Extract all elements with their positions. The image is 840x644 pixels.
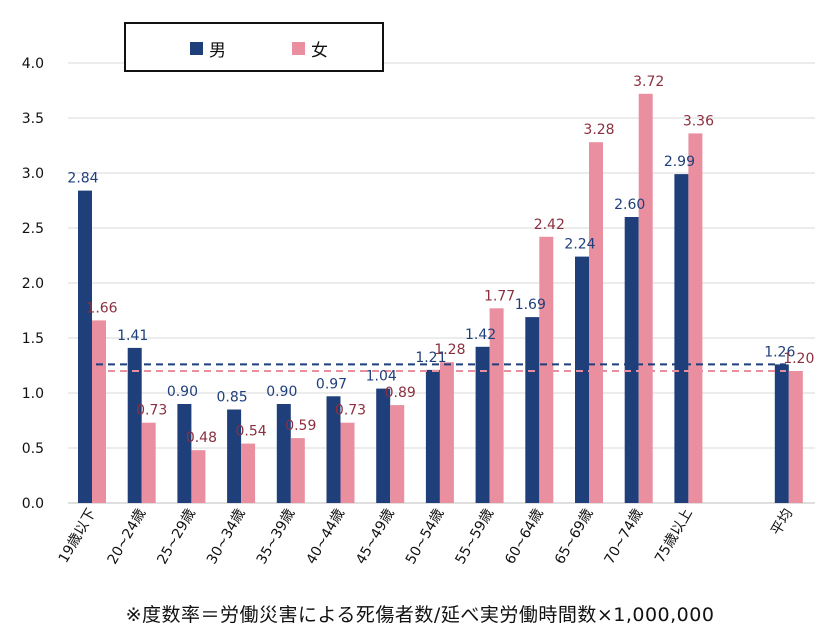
bar-male — [575, 256, 589, 503]
data-label-female: 0.73 — [136, 403, 167, 419]
bar-male — [127, 347, 142, 503]
bar-male — [78, 190, 92, 503]
x-tick-label: 25~29歳 — [154, 506, 199, 567]
data-label-female: 0.89 — [385, 385, 416, 401]
bar-male — [774, 364, 789, 503]
y-tick-label: 2.5 — [22, 221, 44, 237]
bar-male — [326, 396, 341, 503]
data-label-male: 0.90 — [167, 384, 198, 400]
data-label-female: 3.72 — [633, 74, 664, 90]
y-tick-label: 3.0 — [22, 166, 44, 182]
data-label-female: 0.73 — [335, 403, 366, 419]
bar-female — [788, 371, 803, 503]
bar-male — [425, 369, 440, 503]
data-label-female: 1.77 — [484, 288, 515, 304]
x-tick-label: 60~64歳 — [502, 506, 547, 567]
x-tick-label: 35~39歳 — [254, 506, 299, 567]
y-tick-label: 4.0 — [22, 56, 44, 72]
y-tick-label: 2.0 — [22, 276, 44, 292]
x-tick-label: 40~44歳 — [303, 506, 348, 567]
bar-male — [376, 388, 391, 503]
bar-female — [489, 308, 504, 503]
data-label-female: 3.28 — [583, 122, 614, 138]
bar-male — [624, 217, 639, 503]
data-label-male: 0.97 — [316, 376, 347, 392]
data-label-male: 2.99 — [664, 154, 695, 170]
y-tick-label: 1.0 — [22, 386, 44, 402]
bar-female — [439, 362, 454, 503]
bar-female — [241, 443, 256, 503]
legend-swatch-male — [190, 42, 203, 55]
data-label-male: 1.69 — [515, 297, 546, 313]
footnote: ※度数率＝労働災害による死傷者数/延べ実労働時間数×1,000,000 — [125, 604, 715, 626]
legend-label-female: 女 — [311, 41, 328, 61]
data-label-female: 0.54 — [236, 424, 267, 440]
y-tick-label: 0.0 — [22, 496, 44, 512]
bar-female — [340, 422, 355, 503]
x-tick-label: 55~59歳 — [453, 506, 498, 567]
x-tick-label: 70~74歳 — [602, 506, 647, 567]
data-label-female: 0.59 — [285, 418, 316, 434]
data-label-female: 0.48 — [186, 430, 217, 446]
data-label-male: 0.90 — [266, 384, 297, 400]
y-tick-label: 0.5 — [22, 441, 44, 457]
data-label-male: 1.42 — [465, 327, 496, 343]
data-label-male: 1.41 — [117, 328, 148, 344]
bar-male — [276, 404, 291, 503]
x-tick-label: 20~24歳 — [105, 506, 150, 567]
x-tick-label: 平均 — [768, 506, 796, 538]
bar-male — [227, 409, 242, 503]
bar-male — [177, 404, 192, 503]
data-label-male: 1.04 — [366, 369, 397, 385]
bar-female — [539, 236, 554, 504]
legend-label-male: 男 — [209, 41, 226, 61]
bar-female — [141, 422, 156, 503]
data-label-female: 1.20 — [783, 351, 814, 367]
bar-female — [390, 405, 405, 503]
bar-female — [688, 133, 703, 503]
bar-female — [589, 142, 603, 503]
bar-male — [674, 174, 689, 503]
data-label-male: 2.60 — [614, 197, 645, 213]
data-label-male: 1.26 — [764, 344, 795, 360]
y-tick-label: 3.5 — [22, 111, 44, 127]
x-tick-label: 19歳以下 — [56, 506, 100, 566]
bar-female — [638, 93, 653, 504]
x-tick-label: 50~54歳 — [403, 506, 448, 567]
bar-female — [92, 320, 106, 503]
x-tick-label: 75歳以上 — [652, 506, 696, 566]
data-label-male: 1.21 — [415, 350, 446, 366]
data-label-female: 2.42 — [534, 217, 565, 233]
legend: 男 女 — [124, 22, 384, 72]
x-tick-label: 65~69歳 — [552, 506, 597, 567]
y-tick-label: 1.5 — [22, 331, 44, 347]
data-label-male: 2.24 — [564, 237, 595, 253]
bar-male — [525, 317, 540, 503]
x-tick-label: 45~49歳 — [353, 506, 398, 567]
data-label-male: 2.84 — [67, 171, 98, 187]
legend-swatch-female — [292, 42, 305, 55]
legend-item-female: 女 — [292, 36, 328, 61]
bar-male — [475, 346, 490, 503]
data-label-female: 1.66 — [86, 300, 117, 316]
x-tick-label: 30~34歳 — [204, 506, 249, 567]
data-label-male: 0.85 — [217, 390, 248, 406]
bar-female — [191, 450, 206, 503]
data-label-female: 1.28 — [434, 342, 465, 358]
data-label-female: 3.36 — [683, 113, 714, 129]
bar-female — [290, 438, 305, 503]
legend-item-male: 男 — [190, 36, 226, 61]
